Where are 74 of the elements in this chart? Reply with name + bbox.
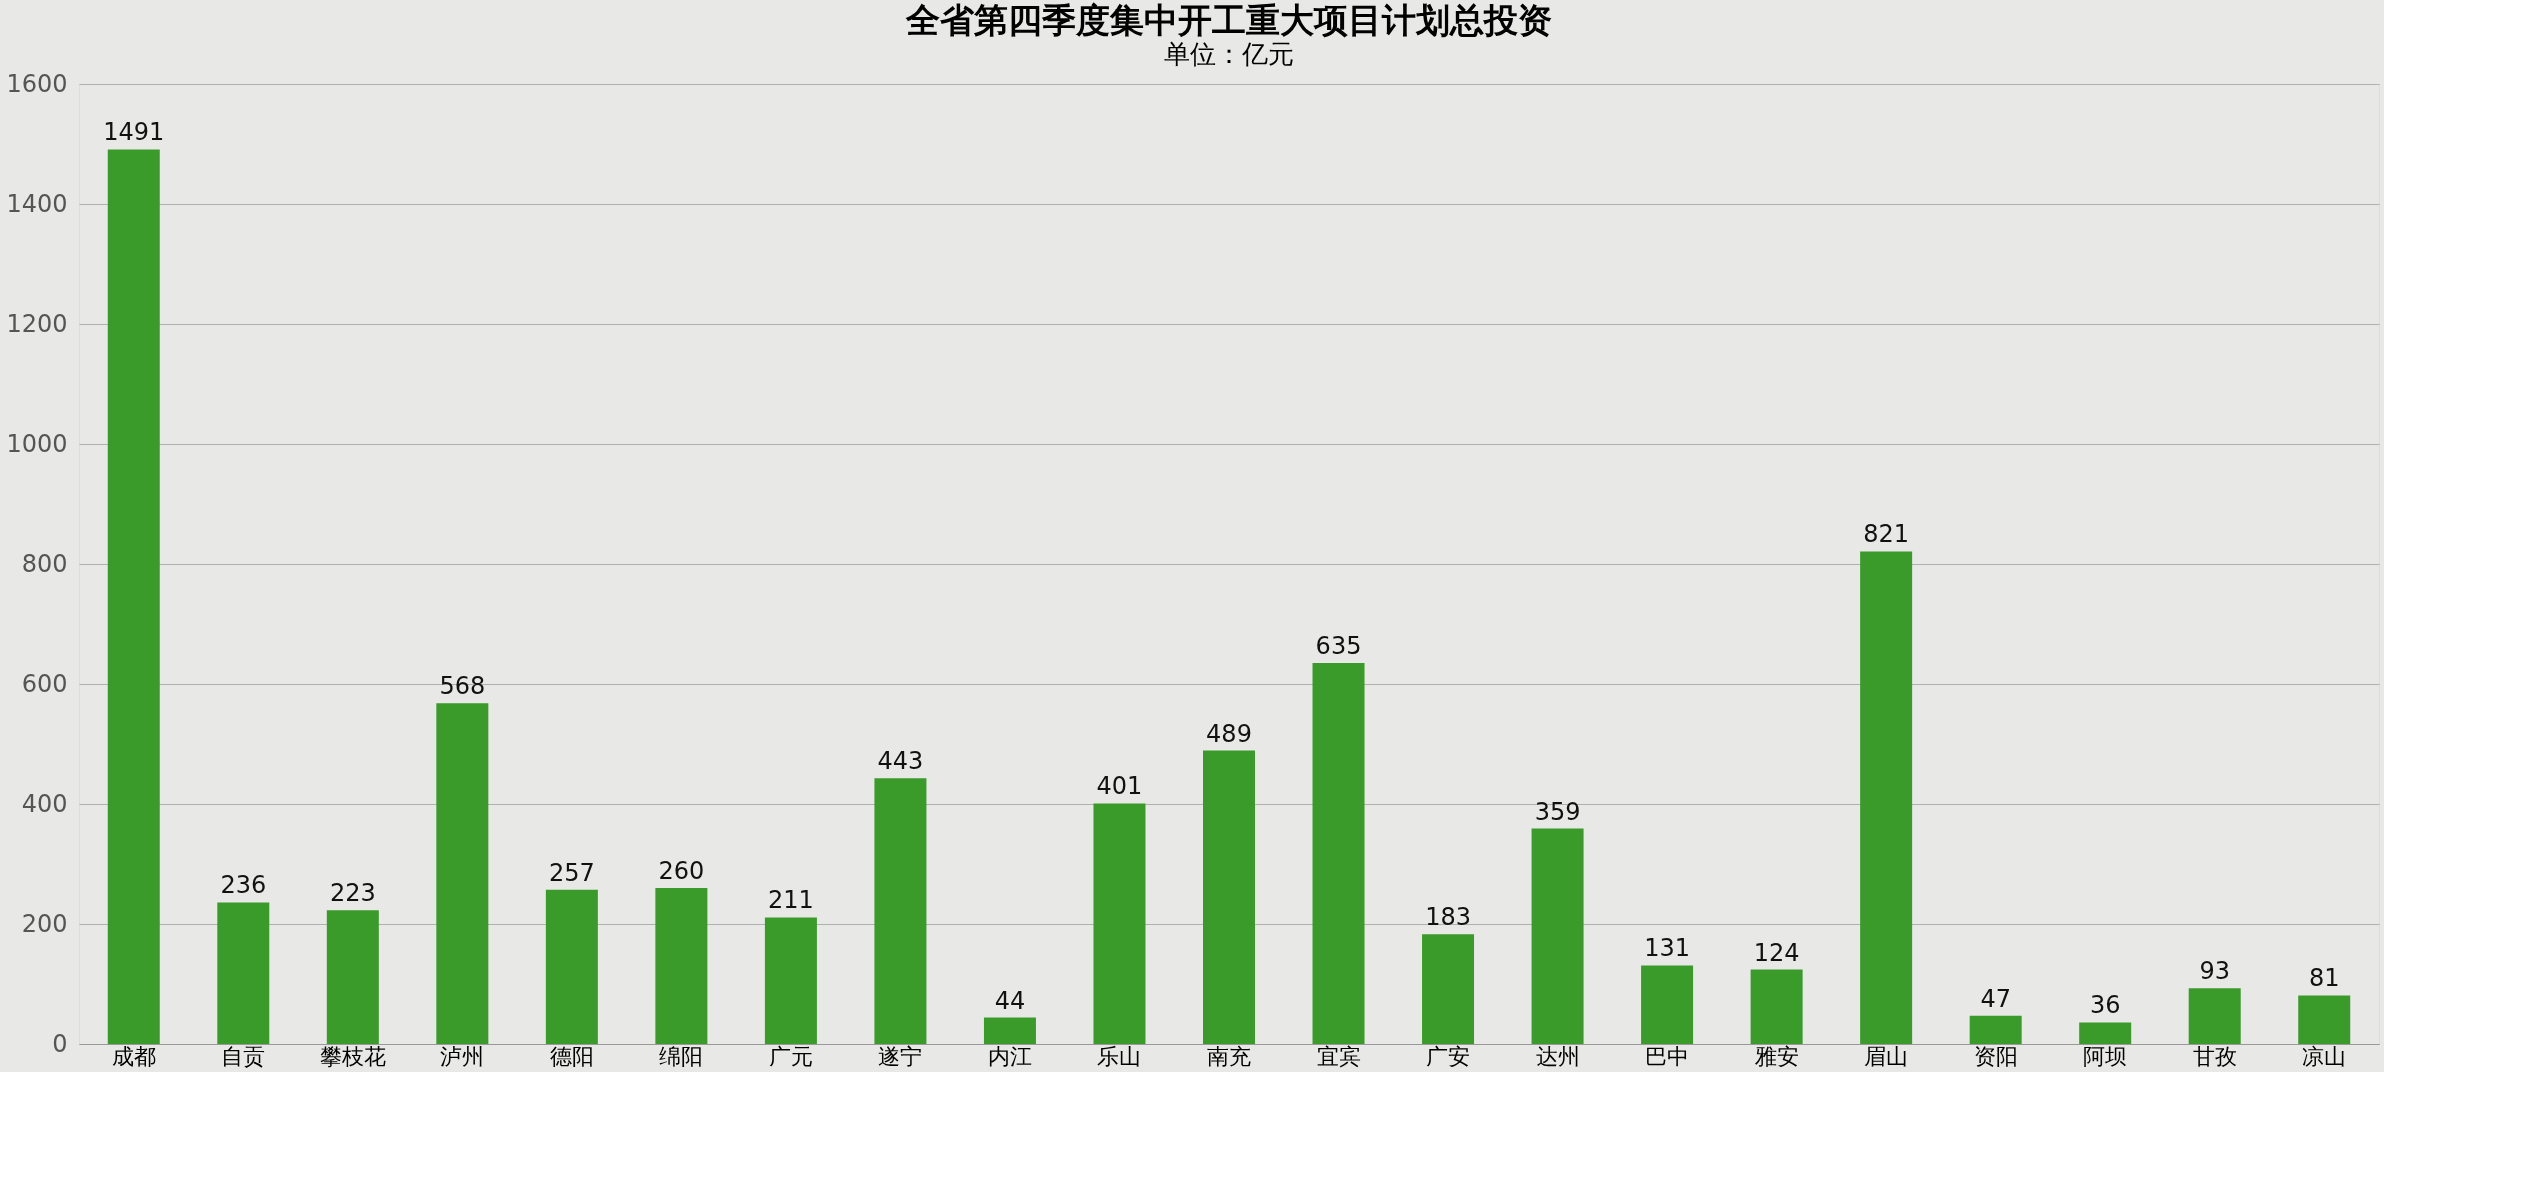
- data-label: 489: [1206, 719, 1252, 748]
- data-label: 183: [1425, 903, 1471, 932]
- y-tick-label: 1000: [6, 429, 68, 458]
- y-tick-label: 0: [52, 1029, 68, 1058]
- data-label: 359: [1534, 797, 1581, 826]
- bar: [545, 889, 598, 1044]
- data-label: 93: [2199, 957, 2230, 986]
- data-label: 236: [220, 871, 267, 900]
- x-tick-label: 广元: [768, 1043, 813, 1069]
- x-tick-label: 达州: [1535, 1043, 1580, 1069]
- bar: [107, 149, 160, 1044]
- bar: [874, 778, 927, 1044]
- data-label: 257: [548, 858, 595, 887]
- y-tick-label: 1600: [6, 69, 68, 98]
- data-label: 568: [439, 672, 486, 701]
- x-tick-label: 遂宁: [878, 1043, 923, 1069]
- data-label: 44: [994, 986, 1026, 1015]
- bar: [1969, 1015, 2022, 1044]
- y-tick-label: 200: [21, 909, 68, 938]
- y-tick-label: 1200: [6, 309, 68, 338]
- x-tick-label: 甘孜: [2192, 1043, 2237, 1069]
- data-label: 821: [1863, 520, 1910, 549]
- bar: [326, 910, 379, 1044]
- x-tick-label: 雅安: [1754, 1043, 1799, 1069]
- x-tick-label: 阿坝: [2083, 1043, 2128, 1069]
- x-tick-label: 泸州: [440, 1043, 485, 1069]
- x-tick-label: 绵阳: [659, 1043, 704, 1069]
- data-label: 1491: [103, 118, 165, 147]
- x-tick-label: 成都: [111, 1043, 156, 1069]
- bar: [2298, 995, 2351, 1044]
- y-tick-label: 800: [21, 549, 68, 578]
- y-tick-label: 600: [21, 669, 68, 698]
- bar: [2188, 988, 2241, 1044]
- data-label: 260: [658, 857, 705, 885]
- data-label: 131: [1644, 934, 1690, 963]
- bar: [655, 888, 708, 1044]
- x-tick-label: 攀枝花: [319, 1043, 386, 1069]
- bar: [1531, 828, 1584, 1044]
- x-tick-label: 宜宾: [1316, 1043, 1361, 1069]
- bar: [1860, 551, 1913, 1044]
- bar: [1203, 750, 1255, 1044]
- data-label: 81: [2308, 964, 2340, 993]
- bar: [1750, 969, 1803, 1044]
- x-tick-label: 广安: [1426, 1043, 1471, 1069]
- x-tick-label: 德阳: [549, 1043, 594, 1069]
- x-tick-label: 眉山: [1864, 1043, 1909, 1069]
- bar: [1093, 803, 1146, 1044]
- bar: [1422, 934, 1475, 1044]
- data-label: 211: [768, 886, 814, 915]
- data-label: 47: [1980, 984, 2011, 1013]
- data-label: 443: [877, 747, 924, 776]
- data-label: 401: [1096, 772, 1143, 801]
- x-tick-label: 南充: [1207, 1043, 1251, 1069]
- data-label: 124: [1753, 938, 1800, 967]
- chart-title: 全省第四季度集中开工重大项目计划总投资: [905, 0, 1552, 40]
- bar: [983, 1017, 1036, 1044]
- x-tick-label: 自贡: [221, 1043, 266, 1069]
- x-tick-label: 乐山: [1097, 1043, 1142, 1069]
- x-tick-label: 凉山: [2302, 1043, 2347, 1069]
- bar: [2079, 1022, 2132, 1044]
- chart-subtitle: 单位：亿元: [1164, 39, 1294, 69]
- x-tick-label: 内江: [987, 1043, 1032, 1069]
- y-tick-label: 400: [21, 789, 68, 818]
- y-tick-label: 1400: [6, 189, 68, 218]
- data-label: 36: [2089, 991, 2121, 1020]
- data-label: 223: [329, 879, 376, 908]
- bar: [1641, 965, 1694, 1044]
- bar: [1312, 663, 1365, 1044]
- data-label: 635: [1315, 632, 1362, 660]
- bar: [764, 917, 817, 1044]
- bar: [436, 703, 489, 1044]
- x-tick-label: 资阳: [1973, 1043, 2018, 1069]
- bar: [217, 902, 270, 1044]
- x-tick-label: 巴中: [1645, 1043, 1690, 1069]
